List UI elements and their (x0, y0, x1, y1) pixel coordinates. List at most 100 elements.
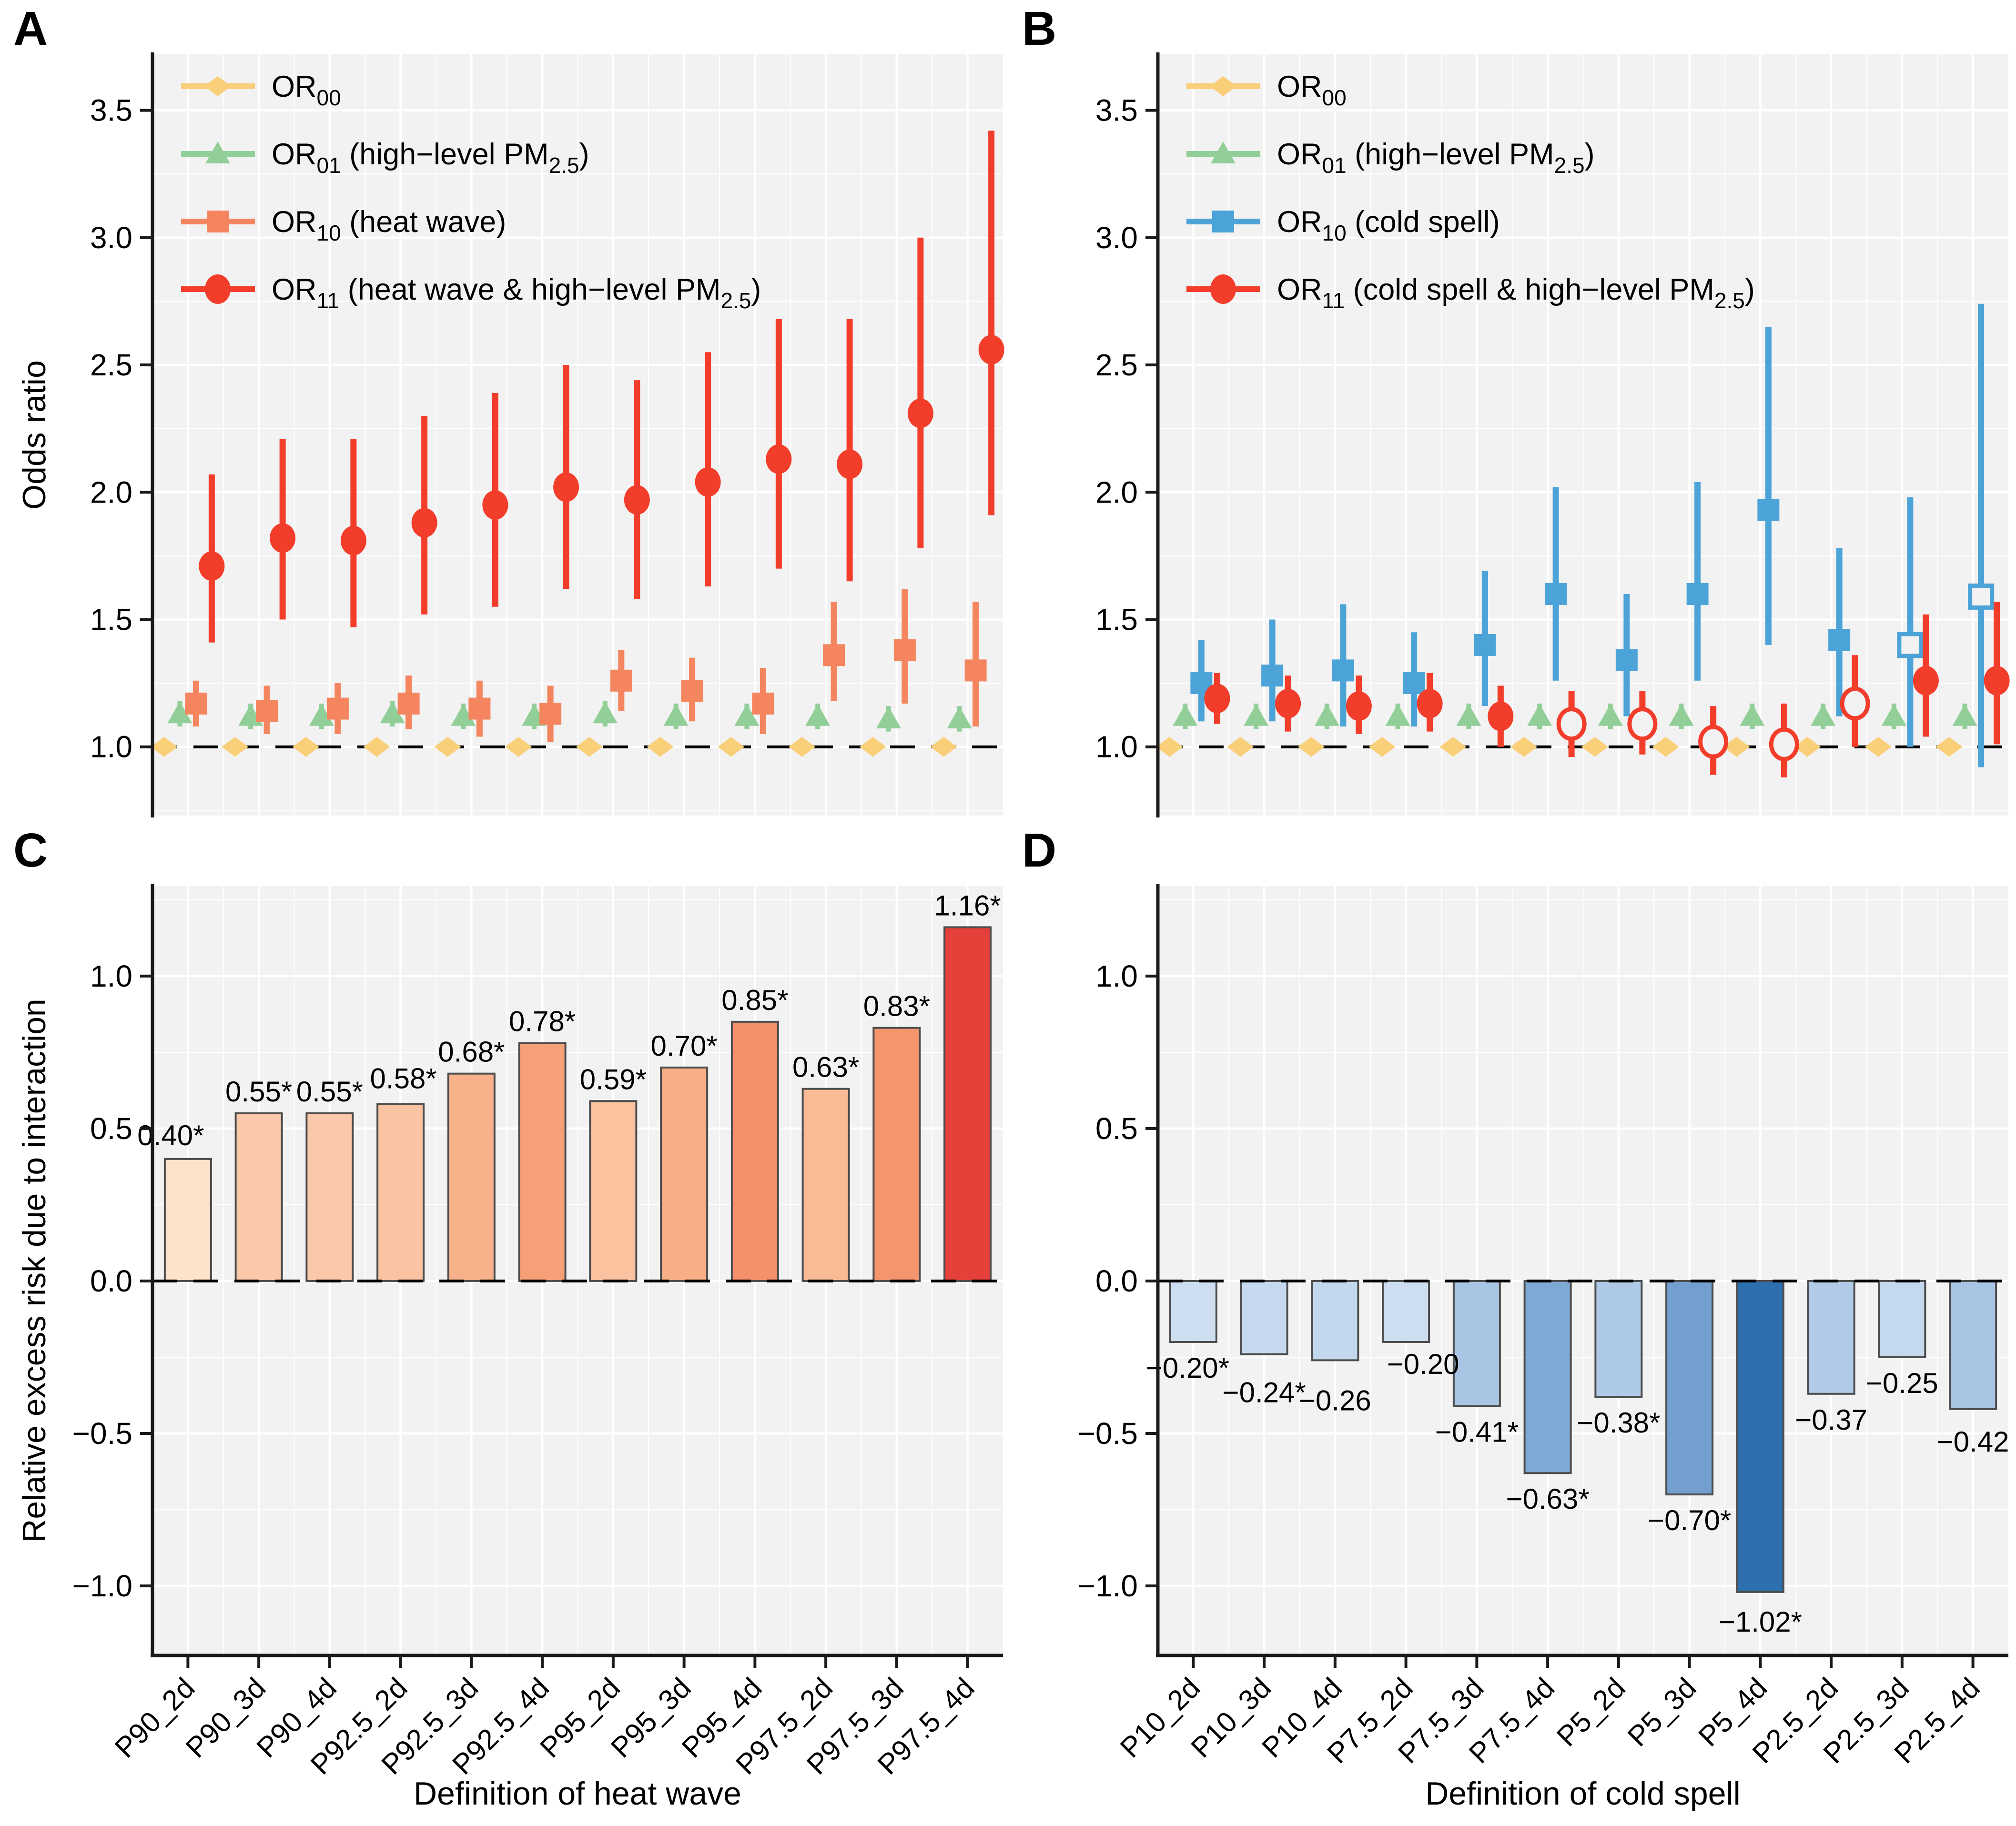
circle-marker (978, 334, 1004, 364)
triangle-marker (1598, 704, 1623, 726)
x-tick-label: P90_2d (109, 1672, 201, 1764)
y-tick-label: 0.0 (1095, 1264, 1138, 1298)
bar-value-label: 0.85* (721, 984, 788, 1016)
legend-label: OR11 (cold spell & high−level PM2.5) (1277, 273, 1755, 313)
bar (589, 1100, 638, 1282)
triangle-marker (663, 704, 689, 726)
circle-marker (1840, 686, 1870, 721)
panel-B: 1.0 1.5 2.0 2.5 3.0 3.5 OR00 OR01 (high−level P… (1095, 52, 2010, 817)
diamond-marker (718, 736, 745, 757)
diamond-marker (1368, 736, 1396, 757)
series-or11 (1204, 602, 2010, 777)
y-tick-label: 0.5 (90, 1111, 132, 1146)
diamond-marker (789, 736, 816, 757)
circle-marker (1627, 707, 1658, 741)
diamond-marker (292, 736, 319, 757)
circle-marker (1984, 666, 2010, 696)
bar-value-label: −1.02* (1719, 1606, 1802, 1638)
bar-value-label: 0.78* (509, 1006, 576, 1038)
diamond-marker (1652, 736, 1679, 757)
circle-marker (553, 472, 579, 502)
square-marker (893, 639, 916, 661)
diamond-marker (1156, 736, 1183, 757)
square-marker (610, 669, 632, 692)
triangle-marker (1740, 704, 1765, 726)
triangle-marker (1173, 704, 1198, 726)
triangle-marker (380, 701, 405, 724)
series-or00 (151, 736, 957, 757)
triangle-marker (309, 704, 334, 726)
diamond-marker (1935, 736, 1963, 757)
circle-marker (205, 274, 231, 304)
legend-label: OR10 (cold spell) (1277, 205, 1500, 245)
diamond-marker (859, 736, 886, 757)
x-tick-label: P90_3d (180, 1672, 272, 1764)
bar (1169, 1280, 1217, 1343)
square-marker (1897, 632, 1924, 658)
x-tick-label: P10_2d (1114, 1672, 1206, 1764)
bar-value-label: 0.58* (370, 1063, 437, 1095)
bar (1807, 1280, 1855, 1395)
y-tick-label: 2.5 (90, 348, 132, 382)
triangle-marker (805, 704, 831, 726)
triangle-marker (947, 706, 972, 728)
panel-A: 1.0 1.5 2.0 2.5 3.0 3.5 OR00 OR01 (high−level P… (90, 52, 1004, 817)
circle-marker (695, 467, 721, 497)
x-tick-label: P5_2d (1550, 1672, 1631, 1753)
square-marker (326, 697, 349, 720)
square-marker (823, 644, 845, 666)
triangle-marker (205, 141, 230, 163)
triangle-marker (1385, 704, 1410, 726)
diamond-marker (1864, 736, 1892, 757)
diamond-marker (1723, 736, 1750, 757)
bar (447, 1072, 496, 1282)
y-tick-label: 3.0 (90, 221, 132, 255)
square-marker (1968, 583, 1995, 610)
legend-label: OR11 (heat wave & high−level PM2.5) (272, 273, 761, 313)
square-marker (539, 703, 562, 725)
panel-c-letter: C (13, 824, 48, 877)
legend-label: OR10 (heat wave) (272, 205, 506, 245)
bar-value-label: −0.20 (1387, 1348, 1459, 1380)
y-tick-label: 1.5 (90, 602, 132, 636)
bar-value-label: 0.83* (863, 990, 930, 1022)
circle-marker (1556, 707, 1587, 741)
y-tick-label: 1.0 (1095, 730, 1138, 764)
bar (801, 1088, 850, 1282)
legend-entry: OR01 (high−level PM2.5) (181, 138, 589, 178)
legend-label: OR01 (high−level PM2.5) (1277, 138, 1595, 178)
y-tick-label: 2.0 (90, 475, 132, 509)
x-tick-label: P5_3d (1621, 1672, 1702, 1753)
square-marker (468, 697, 491, 720)
bar-value-label: −0.42 (1937, 1426, 2009, 1458)
square-marker (207, 211, 229, 232)
triangle-marker (1952, 704, 1977, 726)
bar-value-label: −0.20* (1146, 1352, 1229, 1384)
bar (1949, 1280, 1997, 1410)
circle-marker (270, 523, 296, 553)
heat-wave-axis-title: Definition of heat wave (414, 1776, 741, 1812)
diamond-marker (1581, 736, 1608, 757)
y-tick-label: 2.0 (1095, 475, 1138, 509)
y-tick-label: 1.0 (1095, 959, 1138, 993)
diamond-marker (930, 736, 957, 757)
legend-label: OR00 (1277, 70, 1347, 110)
triangle-marker (1811, 704, 1836, 726)
legend-entry: OR01 (high−level PM2.5) (1186, 138, 1595, 178)
circle-marker (624, 485, 650, 515)
triangle-marker (1314, 704, 1339, 726)
y-tick-label: 3.0 (1095, 221, 1138, 255)
diamond-marker (1794, 736, 1821, 757)
bar-value-label: −0.41* (1435, 1416, 1519, 1448)
y-tick-label: 2.5 (1095, 348, 1138, 382)
circle-marker (199, 551, 225, 581)
legend-label: OR01 (high−level PM2.5) (272, 138, 589, 178)
circle-marker (766, 444, 792, 474)
legend-label: OR00 (272, 70, 341, 110)
square-marker (1212, 211, 1234, 232)
bar-value-label: 1.16* (934, 889, 1001, 921)
y-tick-label: −1.0 (72, 1569, 132, 1603)
diamond-marker (1297, 736, 1325, 757)
bar-value-label: −0.63* (1506, 1483, 1590, 1515)
bar-value-label: −0.24* (1223, 1377, 1306, 1409)
